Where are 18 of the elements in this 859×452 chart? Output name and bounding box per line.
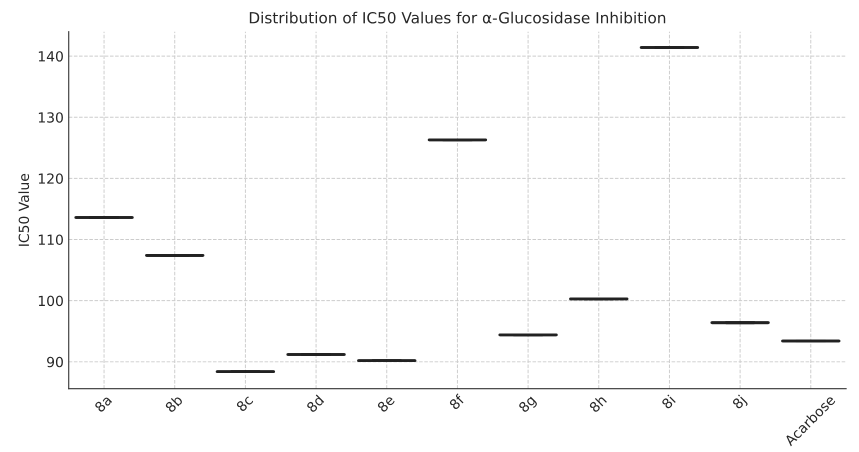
y-tick-label: 140 — [38, 51, 63, 62]
y-tick-label: 100 — [38, 296, 63, 306]
y-tick-label: 110 — [38, 234, 63, 246]
x-tick-label: 8d — [306, 394, 324, 413]
x-tick-label: 8b — [164, 394, 184, 413]
x-tick-label: 8g — [518, 394, 538, 415]
x-tick-label: 8h — [588, 394, 608, 413]
y-axis-title: IC50 Value — [18, 174, 30, 246]
x-tick-label: 8j — [732, 394, 748, 412]
x-tick-label: 8e — [376, 394, 396, 413]
chart-title: Distribution of IC50 Values for α-Glucosidase Inhibition — [250, 12, 666, 24]
x-tick-label: 8i — [660, 394, 676, 410]
y-tick-label: 120 — [38, 173, 63, 184]
x-tick-label: 8c — [236, 394, 254, 412]
y-tick-label: 90 — [47, 356, 63, 368]
x-tick-label: 8f — [448, 393, 466, 410]
y-tick-label: 130 — [38, 112, 63, 123]
x-tick-label: 8a — [94, 394, 112, 413]
